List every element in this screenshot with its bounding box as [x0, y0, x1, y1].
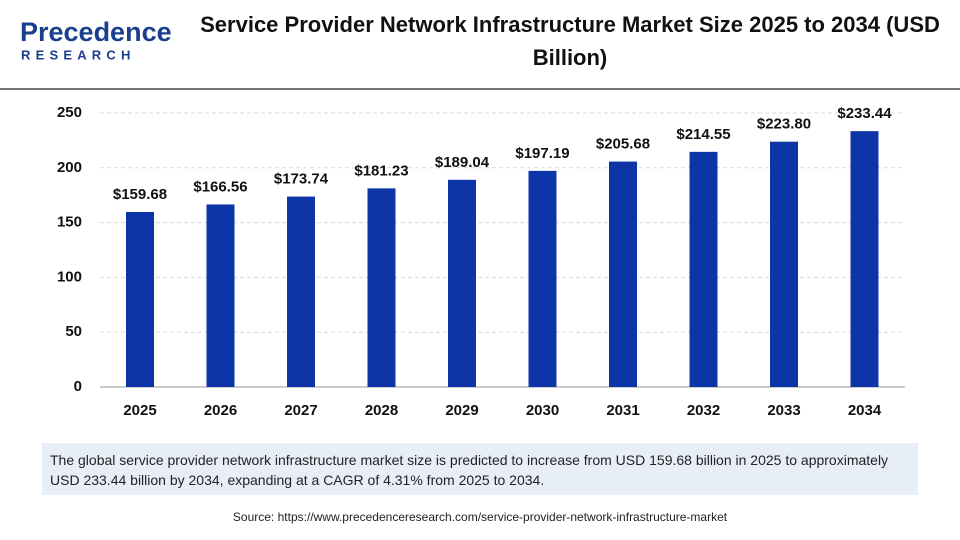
value-label: $223.80 — [757, 116, 811, 133]
bar — [770, 141, 798, 387]
bar — [206, 204, 235, 387]
bar — [126, 211, 154, 387]
logo-tagline: RESEARCH — [21, 47, 136, 62]
y-tick-label: 250 — [57, 104, 82, 121]
x-tick-label: 2031 — [606, 402, 639, 419]
y-tick-label: 50 — [65, 323, 82, 340]
bar — [367, 188, 396, 387]
value-label: $159.68 — [113, 186, 167, 203]
value-label: $166.56 — [193, 178, 247, 195]
x-tick-label: 2033 — [767, 402, 800, 419]
bar — [689, 151, 718, 387]
y-tick-label: 150 — [57, 214, 82, 231]
x-tick-label: 2026 — [204, 402, 237, 419]
bar — [528, 170, 557, 387]
value-label: $233.44 — [837, 105, 892, 122]
x-tick-label: 2028 — [365, 402, 398, 419]
x-tick-label: 2030 — [526, 402, 559, 419]
logo-name: Precedence — [20, 17, 172, 47]
value-label: $189.04 — [435, 154, 490, 171]
source: Source: https://www.precedenceresearch.c… — [232, 510, 728, 524]
value-label: $197.19 — [515, 145, 569, 162]
value-label: $181.23 — [354, 162, 408, 179]
bar — [609, 161, 637, 387]
note: The global service provider network infr… — [42, 443, 918, 495]
value-label: $214.55 — [676, 126, 730, 143]
bar — [448, 179, 476, 387]
bar — [287, 196, 315, 387]
x-tick-label: 2032 — [687, 402, 720, 419]
x-tick-label: 2029 — [445, 402, 478, 419]
y-tick-label: 0 — [74, 378, 82, 395]
bar — [850, 131, 879, 387]
y-tick-label: 200 — [57, 159, 82, 176]
x-tick-label: 2027 — [284, 402, 317, 419]
value-label: $205.68 — [596, 136, 650, 153]
x-tick-label: 2025 — [123, 402, 156, 419]
value-label: $173.74 — [274, 171, 329, 188]
chart-title: Service Provider Network Infrastructure … — [200, 12, 940, 70]
x-tick-label: 2034 — [848, 402, 882, 419]
y-tick-label: 100 — [57, 268, 82, 285]
